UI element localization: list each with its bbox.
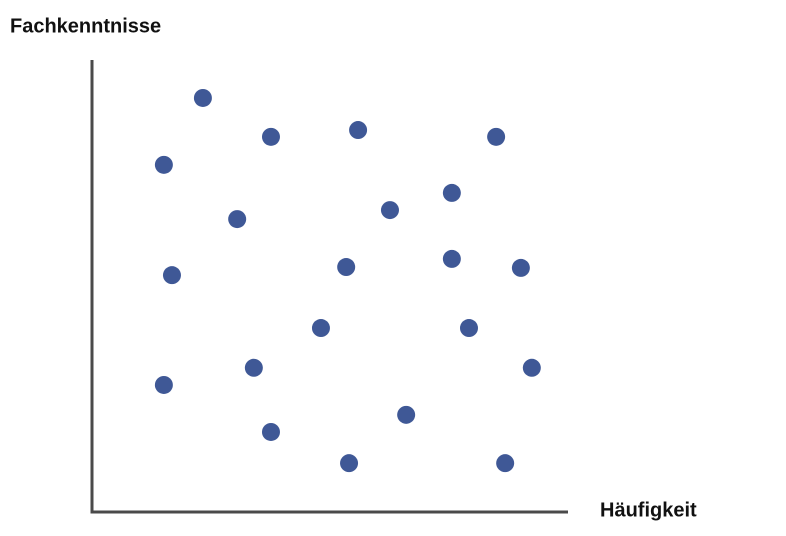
point — [337, 258, 356, 277]
point — [261, 422, 280, 441]
point — [496, 454, 515, 473]
point — [244, 358, 263, 377]
point — [340, 454, 359, 473]
y-axis-label: Fachkenntnisse — [10, 15, 161, 37]
point — [522, 358, 541, 377]
point — [193, 88, 212, 107]
point — [380, 201, 399, 220]
point — [442, 249, 461, 268]
point — [261, 127, 280, 146]
point — [487, 127, 506, 146]
point — [397, 405, 416, 424]
point — [162, 266, 181, 285]
point — [459, 319, 478, 338]
point — [311, 319, 330, 338]
point — [349, 121, 368, 140]
point — [154, 155, 173, 174]
point — [442, 183, 461, 202]
point — [154, 375, 173, 394]
point — [511, 258, 530, 277]
x-axis-label: Häufigkeit — [600, 499, 697, 521]
point — [228, 210, 247, 229]
